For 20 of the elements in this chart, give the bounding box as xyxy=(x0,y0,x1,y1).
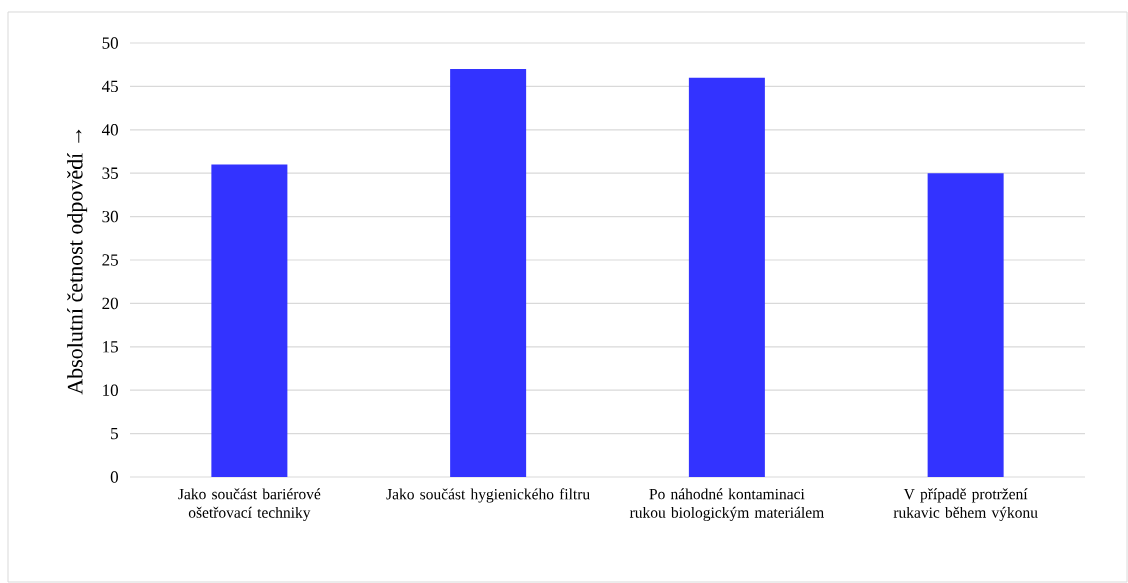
y-tick-label: 0 xyxy=(110,471,118,483)
x-tick-label: Po náhodné kontaminaci rukou biologickým materiálem xyxy=(629,488,824,521)
y-tick-label: 50 xyxy=(102,37,118,49)
y-tick-label: 15 xyxy=(103,341,118,353)
bar xyxy=(211,164,288,477)
x-tick-label: Jako součást hygienického filtru xyxy=(386,488,590,503)
y-tick-label: 30 xyxy=(102,210,118,223)
y-tick-label: 40 xyxy=(101,124,118,136)
y-tick-label: 25 xyxy=(102,254,118,266)
y-tick-label: 20 xyxy=(102,297,118,310)
y-tick-label: 35 xyxy=(102,167,118,179)
y-tick-label: 45 xyxy=(101,80,118,93)
bar xyxy=(450,69,527,477)
y-tick-label: 10 xyxy=(103,384,118,396)
y-tick-label: 5 xyxy=(111,427,118,440)
y-axis-title: Absolutní četnost odpovědí → xyxy=(67,129,88,395)
x-tick-label: Jako součást bariérové ošetřovací techniky xyxy=(178,488,321,521)
bar xyxy=(688,77,765,477)
bar xyxy=(927,173,1004,477)
x-tick-label: V případě protržení rukavic během výkonu xyxy=(893,488,1038,521)
